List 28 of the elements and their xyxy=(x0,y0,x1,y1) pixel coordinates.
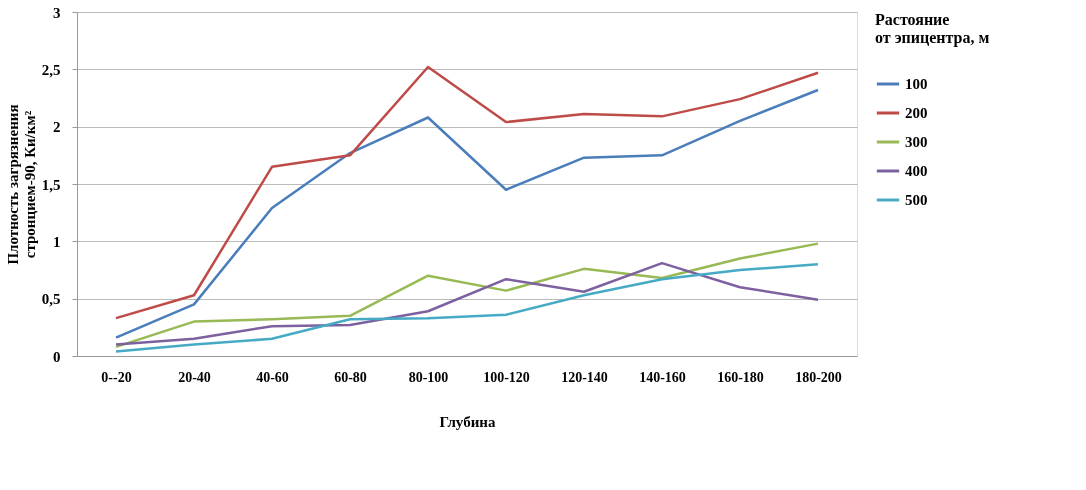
y-tick-label: 1,5 xyxy=(41,176,61,193)
legend-label: 400 xyxy=(905,163,928,179)
line-series xyxy=(114,65,820,320)
x-tick-label: 0--20 xyxy=(101,369,132,385)
x-tick-label: 80-100 xyxy=(408,369,449,385)
y-tick-label: 3 xyxy=(53,4,61,21)
x-tick-label: 160-180 xyxy=(717,369,764,385)
x-tick-label: 180-200 xyxy=(795,369,842,385)
legend-label: 200 xyxy=(905,105,928,121)
x-tick-label: 40-60 xyxy=(256,369,289,385)
y-tick-label: 0 xyxy=(53,348,61,365)
legend-title: Растояние от эпицентра, м xyxy=(875,11,990,47)
x-tick-label: 120-140 xyxy=(561,369,608,385)
legend-label: 500 xyxy=(905,192,928,208)
line-series xyxy=(114,242,820,349)
x-tick-label: 140-160 xyxy=(639,369,686,385)
x-tick-label: 100-120 xyxy=(483,369,530,385)
line-series xyxy=(114,88,820,339)
legend-label: 300 xyxy=(905,134,928,150)
y-tick-label: 2 xyxy=(53,119,61,136)
y-tick-label: 2,5 xyxy=(41,61,61,78)
y-tick-label: 1 xyxy=(53,233,61,250)
y-axis-title: Плотность загрязнения стронцием-90, Ки/км² xyxy=(4,104,38,265)
x-axis-title: Глубина xyxy=(439,413,496,430)
legend-label: 100 xyxy=(905,76,928,92)
y-tick-label: 0,5 xyxy=(41,291,61,308)
x-tick-label: 60-80 xyxy=(334,369,367,385)
x-tick-label: 20-40 xyxy=(178,369,211,385)
